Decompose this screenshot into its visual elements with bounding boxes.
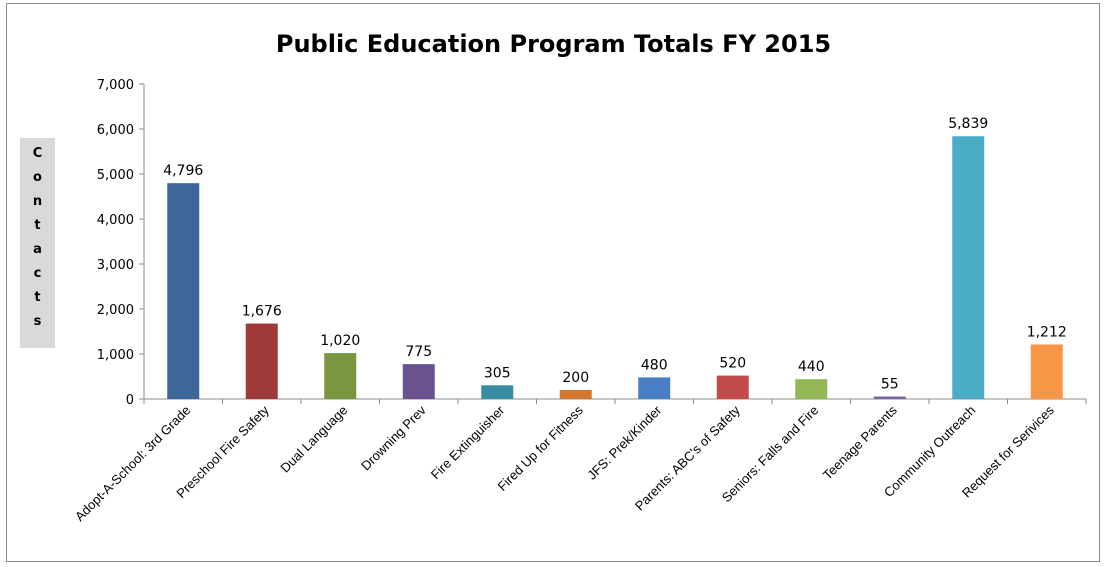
bar [1030,344,1063,399]
y-tick-label: 1,000 [97,348,134,363]
x-tick-label: Adopt-A-School: 3rd Grade [72,403,193,524]
x-tick-label: Dual Language [277,403,350,476]
y-tick-label: 2,000 [97,303,134,318]
bar [952,136,985,399]
data-label: 520 [719,356,746,372]
bar [559,390,592,399]
bar [481,385,514,399]
data-label: 305 [484,365,511,381]
y-axis-label-box [20,138,55,348]
y-axis-label-char: t [34,290,41,305]
y-axis-label-char: o [33,170,42,185]
y-tick-label: 6,000 [97,123,134,138]
bar [402,364,435,399]
y-tick-label: 0 [126,393,134,408]
y-axis-label-char: C [32,146,43,161]
x-tick-label: Teenage Parents [820,402,900,482]
data-label: 480 [641,357,668,373]
data-label: 200 [562,370,589,386]
bar [167,183,200,399]
data-label: 1,020 [320,333,360,349]
bar [245,323,278,399]
data-label: 440 [798,359,825,375]
y-tick-label: 3,000 [97,258,134,273]
y-tick-label: 5,000 [97,168,134,183]
bar [638,377,671,399]
data-label: 775 [405,344,432,360]
data-label: 1,676 [242,304,282,320]
bar [324,353,357,399]
x-tick-label: Fire Extinguisher [428,402,508,482]
x-tick-label: Fired Up for Fitness [495,402,587,494]
bar [716,375,749,399]
y-tick-label: 7,000 [97,78,134,93]
bar [873,396,906,399]
data-label: 1,212 [1027,324,1067,340]
data-label: 5,839 [948,116,988,132]
bar [795,379,828,399]
x-tick-label: JFS: Prek/Kinder [584,402,665,483]
data-label: 55 [881,377,899,393]
x-tick-label: Drowning Prev [358,402,429,473]
y-tick-label: 4,000 [97,213,134,228]
y-axis-label-char: a [33,242,42,257]
y-axis-label-char: c [33,266,42,281]
chart-title: Public Education Program Totals FY 2015 [275,30,832,58]
y-axis-label-char: t [34,218,41,233]
y-axis-label-char: n [32,194,43,209]
data-label: 4,796 [163,163,203,179]
y-axis-label-char: s [33,314,42,329]
